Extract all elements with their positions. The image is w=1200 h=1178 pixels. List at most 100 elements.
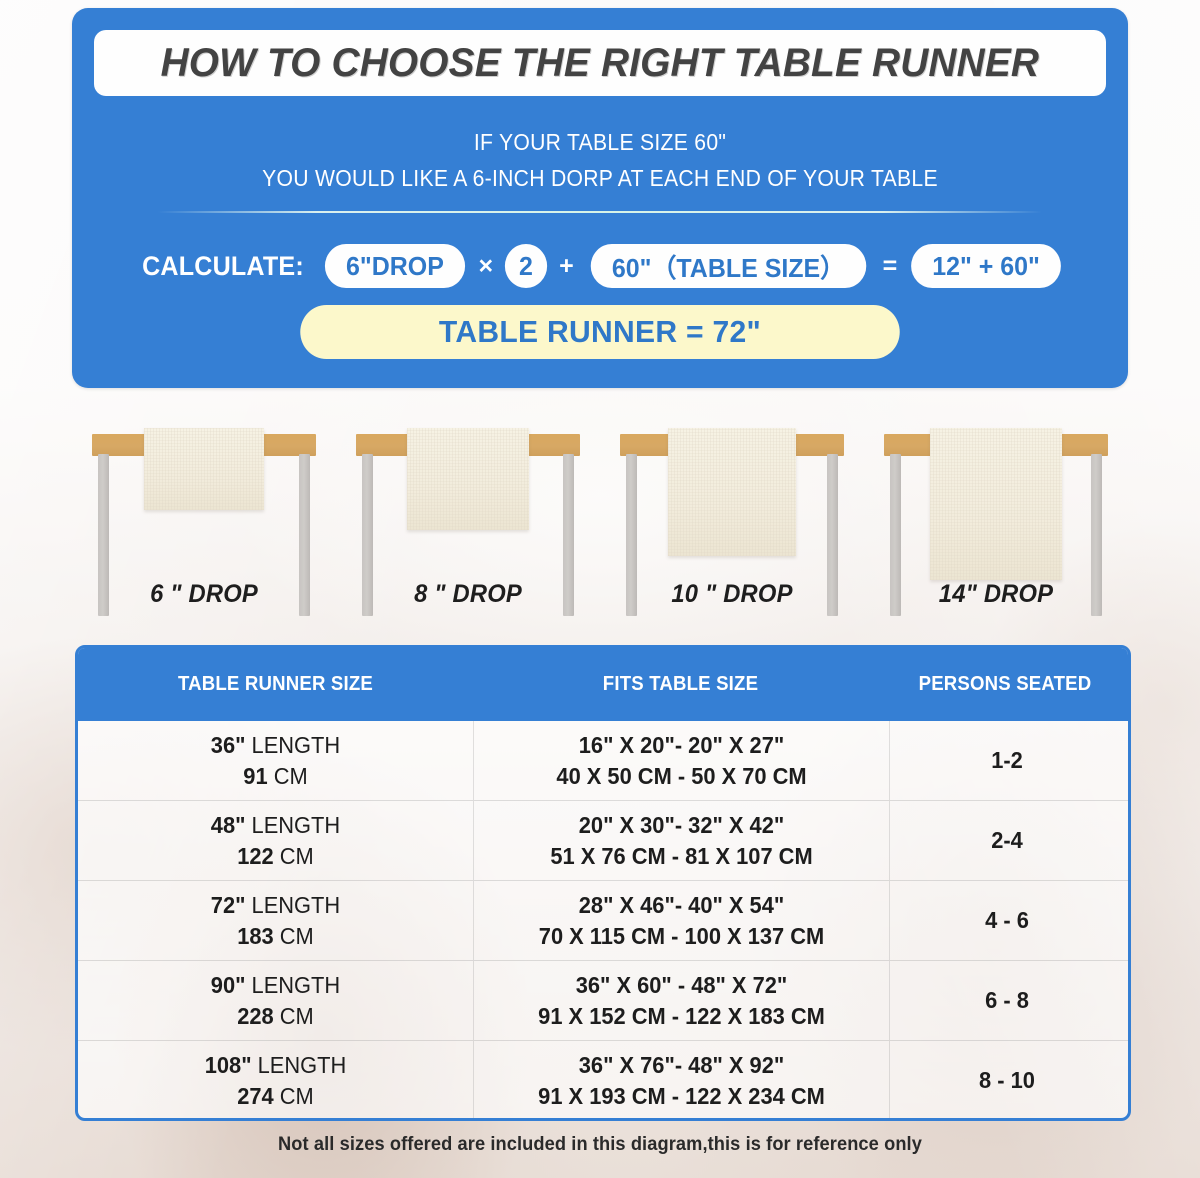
cell-fits-table-size: 20" X 30"- 32" X 42" 51 X 76 CM - 81 X 1… — [484, 810, 878, 871]
table-runner-icon — [407, 428, 529, 530]
runner-cm-unit: CM — [273, 762, 308, 789]
table-row: 36" LENGTH 91 CM 16" X 20"- 20" X 27" 40… — [78, 721, 1128, 801]
column-divider — [889, 881, 890, 960]
formula-drop-pill: 6"DROP — [324, 244, 465, 288]
header-panel: HOW TO CHOOSE THE RIGHT TABLE RUNNER IF … — [72, 8, 1128, 388]
runner-size-unit: LENGTH — [251, 812, 341, 839]
drop-label: 14" DROP — [938, 580, 1054, 608]
runner-cm-unit: CM — [279, 922, 314, 949]
formula-result-pill: 12" + 60" — [911, 244, 1062, 288]
fits-inches: 16" X 20"- 20" X 27" — [578, 732, 785, 759]
runner-cm-unit: CM — [279, 1082, 314, 1109]
table-row: 48" LENGTH 122 CM 20" X 30"- 32" X 42" 5… — [78, 801, 1128, 881]
fits-cm: 40 X 50 CM - 50 X 70 CM — [556, 762, 807, 789]
title-box: HOW TO CHOOSE THE RIGHT TABLE RUNNER — [94, 30, 1106, 96]
runner-cm-value: 274 — [237, 1082, 274, 1109]
drop-label: 6 " DROP — [150, 580, 258, 608]
cell-runner-size: 72" LENGTH 183 CM — [88, 890, 463, 951]
table-leg-left-icon — [626, 454, 637, 616]
cell-runner-size: 108" LENGTH 274 CM — [88, 1050, 463, 1111]
subtitle-line-2: YOU WOULD LIKE A 6-INCH DORP AT EACH END… — [262, 165, 938, 191]
persons-value: 8 - 10 — [979, 1067, 1035, 1094]
cell-persons-seated: 6 - 8 — [896, 985, 1118, 1015]
column-divider — [889, 721, 890, 800]
table-leg-left-icon — [362, 454, 373, 616]
formula-table-size-pill: 60"（TABLE SIZE） — [590, 244, 866, 288]
calculate-label: CALCULATE: — [141, 250, 304, 281]
drop-illustration-6in: 6 " DROP — [72, 428, 336, 618]
cell-persons-seated: 4 - 6 — [896, 905, 1118, 935]
table-runner-icon — [144, 428, 264, 510]
column-divider — [473, 1041, 474, 1118]
table-leg-left-icon — [890, 454, 901, 616]
footer-note: Not all sizes offered are included in th… — [278, 1134, 922, 1155]
table-leg-left-icon — [98, 454, 109, 616]
runner-size-value: 48" — [210, 812, 246, 839]
cell-persons-seated: 2-4 — [896, 825, 1118, 855]
table-runner-icon — [668, 428, 796, 556]
runner-cm-value: 122 — [237, 842, 274, 869]
table-runner-result: TABLE RUNNER = 72" — [300, 305, 900, 359]
fits-inches: 36" X 76"- 48" X 92" — [578, 1052, 785, 1079]
runner-size-unit: LENGTH — [251, 972, 341, 999]
column-divider — [889, 801, 890, 880]
fits-cm: 91 X 152 CM - 122 X 183 CM — [538, 1002, 825, 1029]
result-row: TABLE RUNNER = 72" — [72, 304, 1128, 360]
cell-runner-size: 36" LENGTH 91 CM — [88, 730, 463, 791]
drop-label: 8 " DROP — [414, 580, 522, 608]
subtitle-line-1: IF YOUR TABLE SIZE 60" — [473, 129, 727, 155]
fits-inches: 28" X 46"- 40" X 54" — [578, 892, 785, 919]
cell-runner-size: 90" LENGTH 228 CM — [88, 970, 463, 1031]
table-leg-right-icon — [299, 454, 310, 616]
fits-cm: 70 X 115 CM - 100 X 137 CM — [538, 922, 825, 949]
equals-operator: = — [882, 251, 898, 280]
table-leg-right-icon — [827, 454, 838, 616]
runner-size-unit: LENGTH — [251, 732, 341, 759]
runner-cm-value: 228 — [237, 1002, 274, 1029]
runner-cm-unit: CM — [279, 1002, 314, 1029]
cell-fits-table-size: 36" X 76"- 48" X 92" 91 X 193 CM - 122 X… — [484, 1050, 878, 1111]
persons-value: 2-4 — [991, 827, 1023, 854]
column-divider — [889, 961, 890, 1040]
cell-fits-table-size: 28" X 46"- 40" X 54" 70 X 115 CM - 100 X… — [484, 890, 878, 951]
persons-value: 4 - 6 — [985, 907, 1029, 934]
cell-fits-table-size: 36" X 60" - 48" X 72" 91 X 152 CM - 122 … — [484, 970, 878, 1031]
column-divider — [473, 961, 474, 1040]
runner-size-value: 72" — [210, 892, 246, 919]
formula-multiplier-pill: 2 — [504, 244, 548, 288]
runner-size-unit: LENGTH — [251, 892, 341, 919]
runner-cm-unit: CM — [279, 842, 314, 869]
drop-illustration-14in: 14" DROP — [864, 428, 1128, 618]
fits-inches: 20" X 30"- 32" X 42" — [578, 812, 785, 839]
runner-size-value: 36" — [210, 732, 246, 759]
drop-illustration-8in: 8 " DROP — [336, 428, 600, 618]
fits-cm: 51 X 76 CM - 81 X 107 CM — [550, 842, 813, 869]
cell-runner-size: 48" LENGTH 122 CM — [88, 810, 463, 871]
plus-operator: + — [559, 251, 574, 280]
drop-illustrations: 6 " DROP 8 " DROP 10 " DROP 14" DROP — [72, 428, 1128, 618]
runner-cm-value: 183 — [237, 922, 274, 949]
persons-value: 1-2 — [991, 747, 1023, 774]
column-header-persons-seated: PERSONS SEATED — [918, 673, 1092, 695]
runner-size-value: 90" — [210, 972, 246, 999]
section-divider — [158, 211, 1042, 213]
table-row: 90" LENGTH 228 CM 36" X 60" - 48" X 72" … — [78, 961, 1128, 1041]
column-divider — [889, 1041, 890, 1118]
column-divider — [473, 721, 474, 800]
cell-persons-seated: 8 - 10 — [896, 1065, 1118, 1095]
drop-label: 10 " DROP — [671, 580, 793, 608]
cell-fits-table-size: 16" X 20"- 20" X 27" 40 X 50 CM - 50 X 7… — [484, 730, 878, 791]
page-title: HOW TO CHOOSE THE RIGHT TABLE RUNNER — [160, 40, 1040, 85]
runner-size-unit: LENGTH — [257, 1052, 347, 1079]
column-divider — [473, 881, 474, 960]
size-table: TABLE RUNNER SIZE FITS TABLE SIZE PERSON… — [75, 645, 1131, 1121]
column-divider — [473, 801, 474, 880]
column-header-runner-size: TABLE RUNNER SIZE — [177, 673, 374, 695]
table-leg-right-icon — [563, 454, 574, 616]
calculation-row: CALCULATE: 6"DROP × 2 + 60"（TABLE SIZE） … — [72, 242, 1128, 290]
cell-persons-seated: 1-2 — [896, 745, 1118, 775]
table-runner-icon — [930, 428, 1062, 580]
multiply-operator: × — [478, 251, 494, 280]
table-row: 108" LENGTH 274 CM 36" X 76"- 48" X 92" … — [78, 1041, 1128, 1118]
table-row: 72" LENGTH 183 CM 28" X 46"- 40" X 54" 7… — [78, 881, 1128, 961]
